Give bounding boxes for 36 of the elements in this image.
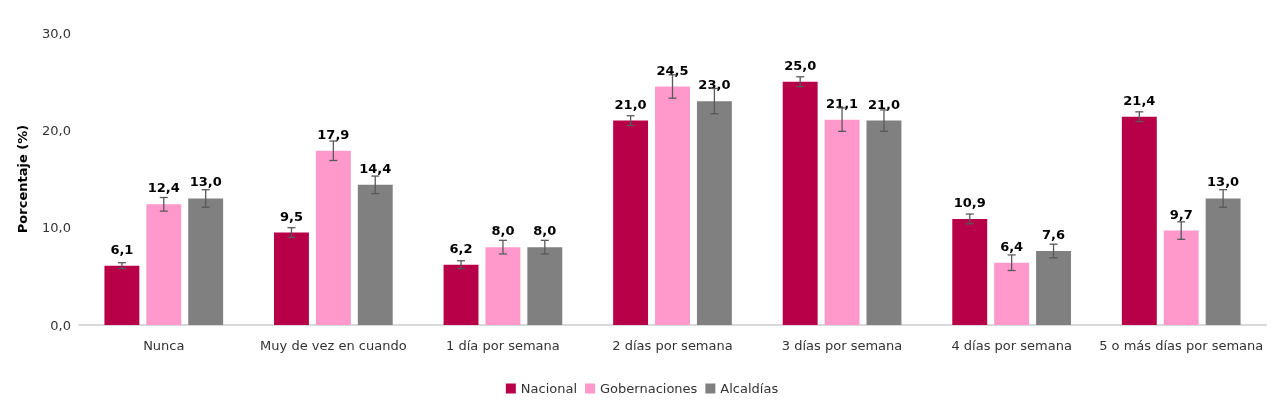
y-tick-label: 20,0 <box>42 122 71 138</box>
data-label: 13,0 <box>189 174 222 190</box>
data-label: 7,6 <box>1042 227 1066 243</box>
data-label: 21,4 <box>1123 92 1156 108</box>
data-label: 23,0 <box>698 77 731 93</box>
data-label: 21,0 <box>867 96 900 112</box>
data-label: 6,1 <box>110 241 134 257</box>
x-tick-label: Nunca <box>143 338 185 353</box>
data-label: 24,5 <box>656 62 689 78</box>
data-label: 21,1 <box>826 95 859 111</box>
data-label: 25,0 <box>784 57 817 73</box>
data-label: 6,2 <box>449 240 473 256</box>
data-label: 12,4 <box>147 180 180 196</box>
x-tick-label: Muy de vez en cuando <box>260 338 407 353</box>
data-label: 8,0 <box>491 223 515 239</box>
data-label: 13,0 <box>1207 174 1240 190</box>
data-label: 6,4 <box>1000 238 1024 254</box>
x-tick-label: 5 o más días por semana <box>1099 338 1264 353</box>
y-tick-label: 30,0 <box>42 25 71 41</box>
data-label: 14,4 <box>359 160 392 176</box>
legend-label: Gobernaciones <box>600 381 698 396</box>
data-label: 9,5 <box>279 208 303 224</box>
x-tick-label: 1 día por semana <box>446 338 560 353</box>
legend-label: Nacional <box>520 381 578 396</box>
data-label: 8,0 <box>533 223 557 239</box>
y-tick-label: 0,0 <box>50 317 71 333</box>
data-label: 17,9 <box>317 126 350 142</box>
data-label: 21,0 <box>614 96 647 112</box>
data-label: 10,9 <box>953 194 986 210</box>
y-axis-title: Porcentaje (%) <box>15 124 30 234</box>
x-tick-label: 3 días por semana <box>781 338 903 353</box>
x-tick-label: 2 días por semana <box>612 338 733 353</box>
y-tick-label: 10,0 <box>42 220 71 236</box>
x-tick-label: 4 días por semana <box>951 338 1072 353</box>
legend-label: Alcaldías <box>720 381 779 396</box>
data-label: 9,7 <box>1169 206 1193 222</box>
